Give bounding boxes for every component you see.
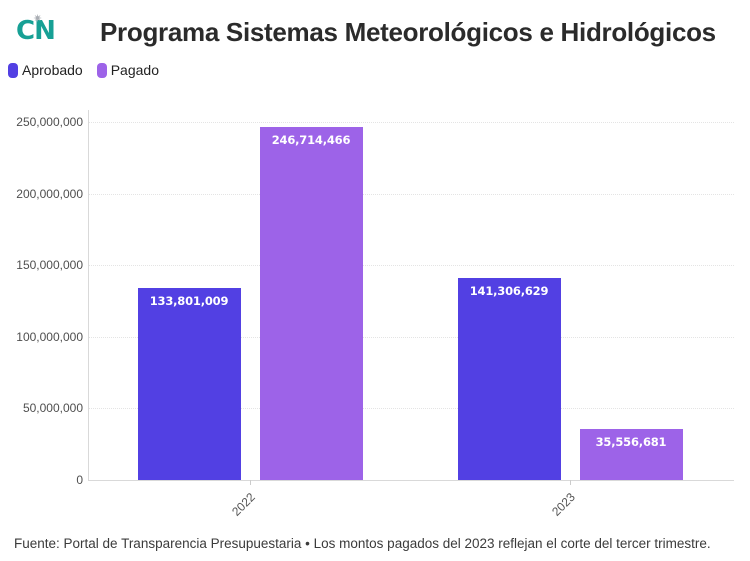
logo-text: CN	[16, 16, 56, 46]
source-note: Fuente: Portal de Transparencia Presupue…	[14, 536, 711, 551]
y-axis-line	[88, 110, 89, 480]
bar-pagado-2023[interactable]: 35,556,681	[579, 429, 683, 480]
y-axis-tick-label: 100,000,000	[16, 329, 83, 344]
bar-value-label: 141,306,629	[469, 283, 549, 298]
x-axis-label-2023: 2023	[549, 490, 578, 519]
x-axis-tick	[250, 480, 251, 485]
legend: Aprobado Pagado	[8, 62, 159, 78]
gridline	[88, 408, 734, 410]
page-title: Programa Sistemas Meteorológicos e Hidro…	[100, 17, 716, 47]
legend-item-aprobado[interactable]: Aprobado	[8, 62, 83, 78]
logo[interactable]: CN ✷	[16, 12, 58, 48]
bar-aprobado-2023[interactable]: 141,306,629	[457, 277, 561, 480]
bar-value-label: 35,556,681	[595, 435, 667, 450]
y-axis-tick-label: 200,000,000	[16, 186, 83, 201]
bar-value-label: 246,714,466	[271, 132, 351, 147]
legend-swatch-icon	[96, 62, 107, 78]
gridline	[88, 122, 734, 123]
y-axis-tick-label: 250,000,000	[16, 115, 83, 129]
bar-pagado-2022[interactable]: 246,714,466	[259, 126, 363, 480]
legend-item-pagado[interactable]: Pagado	[96, 62, 159, 78]
bar-value-label: 133,801,009	[149, 294, 229, 309]
x-axis-tick	[570, 480, 571, 485]
y-axis-tick-label: 0	[76, 473, 83, 487]
logo-ornament-icon: ✷	[33, 12, 42, 25]
gridline	[88, 480, 734, 481]
gridline	[88, 265, 734, 267]
y-axis-tick-label: 50,000,000	[22, 401, 83, 416]
y-axis-tick-label: 150,000,000	[16, 258, 83, 273]
bar-aprobado-2022[interactable]: 133,801,009	[137, 288, 241, 480]
legend-label: Aprobado	[22, 62, 83, 78]
gridline	[88, 193, 734, 195]
legend-label: Pagado	[110, 62, 159, 78]
gridline	[88, 336, 734, 338]
legend-swatch-icon	[8, 62, 18, 78]
x-axis-label-2022: 2022	[229, 490, 258, 519]
